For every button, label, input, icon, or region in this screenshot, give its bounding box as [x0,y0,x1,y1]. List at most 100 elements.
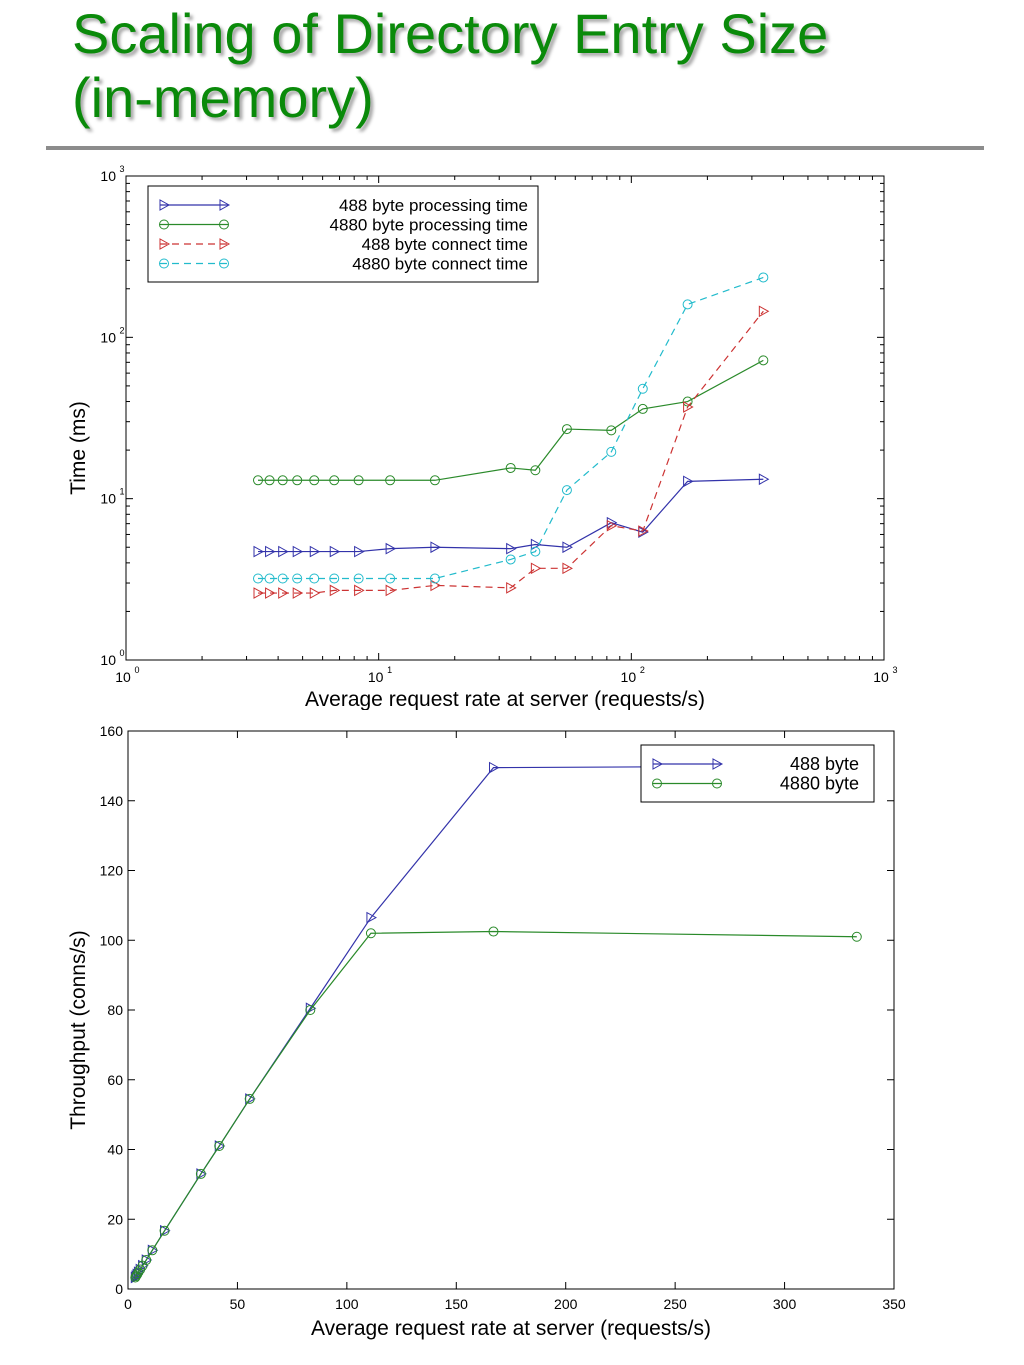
legend-entry: 4880 byte processing time [330,216,528,235]
data-point [429,475,440,486]
data-point [530,562,542,575]
x-tick-label: 150 [445,1296,469,1312]
x-tick-label: 200 [554,1296,578,1312]
data-point [562,541,573,554]
y-tick-label: 10 [100,491,116,507]
data-point [758,473,770,486]
x-tick-label: 350 [882,1296,906,1312]
data-point [147,1245,158,1256]
data-point [385,573,396,584]
data-point [429,573,440,584]
data-point [244,1093,255,1104]
x-tick-label: 10 [621,669,637,685]
data-point [530,546,541,557]
data-point [130,1272,141,1283]
x-tick-exponent: 0 [134,665,139,675]
data-point [758,305,770,318]
y-tick-label: 10 [100,329,116,345]
series-3 [253,272,769,584]
data-point [506,542,517,555]
data-point [137,1260,148,1271]
data-point [683,475,694,488]
data-point [561,424,572,435]
data-point [488,761,500,774]
data-point [637,383,648,394]
data-point [354,545,365,558]
data-point [292,475,303,486]
slide-title-line-1: Scaling of Directory Entry Size [72,2,829,65]
data-point [606,425,617,436]
y-tick-exponent: 2 [119,325,124,335]
x-tick-label: 50 [230,1296,246,1312]
x-tick-label: 100 [335,1296,359,1312]
y-tick-label: 10 [100,652,116,668]
throughput-chart: 0 50 100 150 200 250 300 350 0 20 40 60 80 100 120 140 1… [67,723,906,1340]
y-tick-label: 10 [100,168,116,184]
data-point [506,582,517,594]
y-tick-label: 140 [100,793,124,809]
legend-entry: 488 byte connect time [362,235,528,254]
data-point [253,475,264,486]
legend-marker-start [159,199,171,211]
data-point [253,587,265,599]
legend-box [640,744,875,803]
data-point [132,1269,143,1280]
title-divider [46,146,984,150]
legend-marker-start [652,778,662,789]
series-2 [253,305,770,599]
legend-entry: 4880 byte [780,774,859,794]
x-tick-label: 250 [663,1296,687,1312]
legend-marker-end [712,758,724,770]
data-point [292,545,304,558]
x-tick-exponent: 2 [640,665,645,675]
legend-marker-end [712,778,722,789]
data-point [758,272,769,283]
x-tick-label: 10 [115,669,131,685]
legend-marker-end [219,238,231,250]
data-point [305,1005,316,1015]
data-point [309,475,320,486]
y-tick-exponent: 0 [119,648,124,658]
data-point [637,403,648,414]
x-axis-label: Average request rate at server (requests… [311,1317,711,1340]
legend-entry: 488 byte [790,754,859,774]
data-point [329,475,340,486]
data-point [365,928,376,939]
y-axis-label: Throughput (conns/s) [67,930,90,1130]
data-point [606,519,618,532]
plot-frame [127,730,895,1290]
data-point [385,584,397,597]
data-point [195,1168,206,1179]
legend-marker-end [219,199,231,211]
data-point [682,299,693,310]
data-point [159,1225,170,1236]
data-point [505,554,516,565]
data-point [309,573,320,584]
data-point [530,465,541,476]
data-point [329,545,341,558]
legend-marker-start [159,219,169,230]
data-point [309,587,321,599]
data-point [638,525,649,537]
data-point [385,542,397,555]
data-point [606,446,617,457]
data-point [214,1141,225,1152]
legend-entry: 488 byte processing time [339,196,528,215]
data-point [488,926,499,937]
x-tick-exponent: 3 [892,665,897,675]
series-1 [130,926,862,1283]
y-tick-label: 0 [115,1281,123,1297]
data-point [141,1255,152,1266]
data-point [277,573,288,584]
data-point [309,545,321,558]
x-tick-exponent: 1 [387,665,392,675]
y-tick-label: 80 [107,1002,123,1018]
data-point [265,545,276,558]
x-tick-label: 10 [873,669,889,685]
data-point [366,911,377,924]
slide-title-line-2: (in-memory) [72,66,374,129]
y-tick-label: 100 [100,932,124,948]
x-tick-label: 0 [124,1296,132,1312]
data-point [354,584,365,597]
